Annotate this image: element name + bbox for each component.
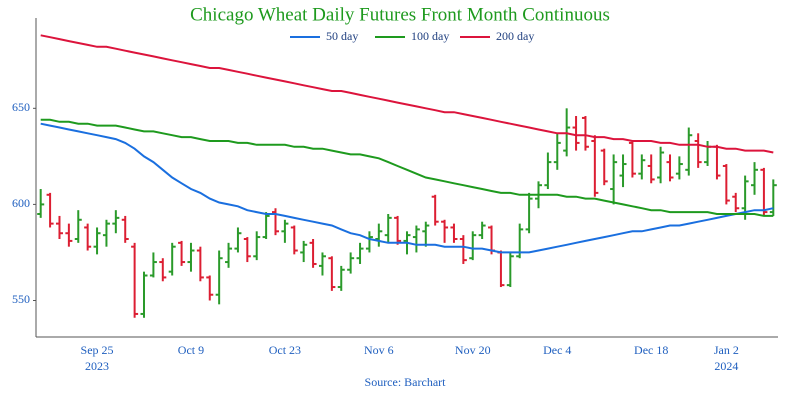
ohlc-bar (431, 194, 439, 226)
ohlc-bar (328, 256, 336, 291)
ohlc-bar (121, 215, 129, 243)
ohlc-bar (553, 133, 561, 170)
ohlc-bar (581, 116, 589, 151)
ohlc-bar (610, 154, 618, 205)
ohlc-bar (112, 210, 120, 234)
ohlc-bar (234, 227, 242, 253)
ohlc-bar (102, 219, 110, 247)
ohlc-bar (506, 252, 514, 288)
legend-label: 200 day (496, 29, 534, 43)
ohlc-bar (131, 242, 139, 318)
ohlc-bar (84, 223, 92, 251)
source: Source: Barchart (365, 375, 447, 389)
x-tick-label: Nov 20 (455, 343, 491, 357)
ohlc-bar (591, 135, 599, 197)
ohlc-bar (497, 250, 505, 288)
ohlc-bar (685, 127, 693, 176)
ohlc-bar (657, 146, 665, 184)
ohlc-bar (394, 215, 402, 245)
ohlc-bar (140, 271, 148, 318)
ohlc-bar (281, 219, 289, 243)
ohlc-bar (262, 212, 270, 239)
y-tick-label: 550 (12, 292, 30, 306)
x-tick-label: Sep 25 (81, 343, 114, 357)
ohlc-bar (675, 156, 683, 180)
ohlc-bar (732, 192, 740, 213)
legend-label: 100 day (411, 29, 449, 43)
ohlc-bar (215, 250, 223, 305)
ohlc-bar (300, 240, 308, 263)
chart-title: Chicago Wheat Daily Futures Front Month … (190, 4, 610, 25)
ohlc-bar (412, 225, 420, 253)
x-tick-label: Dec 18 (634, 343, 668, 357)
ohlc-bar (93, 227, 101, 255)
ohlc-bar (469, 231, 477, 261)
ohlc-bar (225, 242, 233, 268)
ohlc-bar (544, 152, 552, 190)
ohlc-bar (638, 154, 646, 180)
ma-line (40, 118, 774, 217)
x-tick-year: 2024 (714, 359, 738, 373)
ohlc-bar (751, 162, 759, 195)
x-tick-year: 2023 (85, 359, 109, 373)
ohlc-bar (572, 116, 580, 151)
ohlc-bar (441, 219, 449, 243)
ohlc-bar (647, 154, 655, 184)
ohlc-bar (619, 154, 627, 188)
ohlc-bar (347, 252, 355, 274)
ohlc-bar (65, 223, 73, 247)
ohlc-bar (337, 265, 345, 291)
ohlc-bar (628, 140, 636, 178)
ma-line (40, 34, 774, 154)
ohlc-bar (365, 231, 373, 253)
ohlc-bar (694, 133, 702, 168)
ohlc-bar (206, 275, 214, 301)
ohlc-bar (196, 246, 204, 282)
ohlc-bar (769, 179, 777, 216)
ohlc-bar (666, 154, 674, 182)
ohlc-bar (74, 210, 82, 243)
ohlc-bar (384, 214, 392, 243)
x-tick-label: Jan 2 (714, 343, 739, 357)
ohlc-bar (290, 225, 298, 255)
ohlc-bar (46, 192, 54, 228)
ma-line (40, 122, 774, 254)
ohlc-bar (450, 223, 458, 243)
ohlc-bar (178, 240, 186, 266)
ohlc-bar (760, 167, 768, 216)
ohlc-bar (422, 221, 430, 247)
x-tick-label: Oct 23 (269, 343, 301, 357)
x-tick-label: Nov 6 (364, 343, 394, 357)
ohlc-bar (253, 231, 261, 261)
ohlc-bar (713, 144, 721, 180)
ohlc-bar (356, 242, 364, 264)
x-tick-label: Dec 4 (543, 343, 571, 357)
ohlc-bar (37, 189, 45, 218)
ohlc-bar (55, 215, 63, 239)
ohlc-bar (243, 237, 251, 263)
y-tick-label: 600 (12, 196, 30, 210)
ohlc-bar (168, 242, 176, 276)
ohlc-bar (318, 252, 326, 276)
ohlc-bar (272, 208, 280, 236)
ohlc-bar (459, 235, 467, 264)
ohlc-bar (159, 258, 167, 282)
y-tick-label: 650 (12, 100, 30, 114)
ohlc-bar (722, 164, 730, 205)
legend-label: 50 day (326, 29, 358, 43)
ohlc-bar (704, 140, 712, 166)
ohlc-bar (187, 242, 195, 272)
ohlc-bar (478, 221, 486, 239)
ohlc-bar (149, 252, 157, 278)
ohlc-bar (600, 148, 608, 186)
ohlc-bar (375, 223, 383, 247)
x-tick-label: Oct 9 (178, 343, 204, 357)
ohlc-bar (525, 192, 533, 234)
ohlc-bar (309, 238, 317, 268)
